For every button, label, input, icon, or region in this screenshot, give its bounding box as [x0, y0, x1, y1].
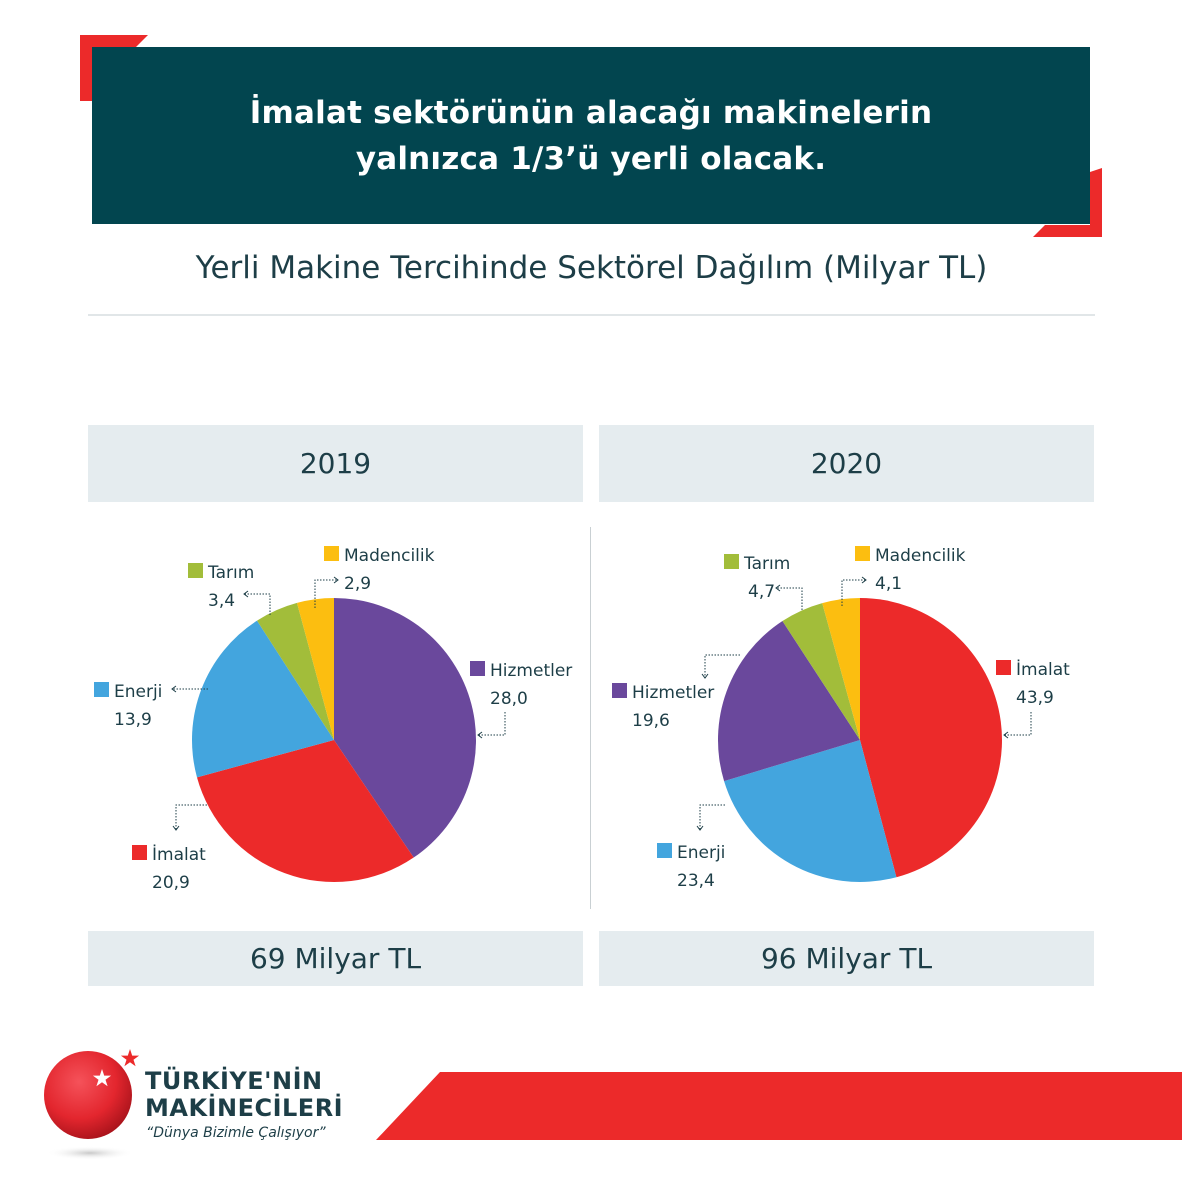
legend-swatch-hizmetler [470, 661, 485, 676]
slice-label-tarım: Tarım [207, 563, 254, 583]
panel-divider [590, 527, 591, 909]
leader-arrow [701, 673, 709, 679]
pie-slice-i̇malat [860, 598, 1002, 878]
slice-value-madencilik: 4,1 [875, 574, 902, 594]
slice-label-tarım: Tarım [743, 554, 790, 574]
slice-label-madencilik: Madencilik [344, 546, 435, 566]
legend-swatch-madencilik [324, 546, 339, 561]
slice-label-madencilik: Madencilik [875, 546, 966, 566]
total-2019: 69 Milyar TL [88, 931, 583, 986]
slice-value-hizmetler: 28,0 [490, 689, 528, 709]
chart-subtitle: Yerli Makine Tercihinde Sektörel Dağılım… [195, 250, 988, 286]
leader-line [175, 804, 207, 830]
pie-slice-madencilik [822, 598, 860, 740]
slice-value-i̇malat: 43,9 [1016, 688, 1054, 708]
pie-chart-2020: İmalat 43,9 Enerji 23,4 Hizmetler 19,6 Tarım 4,… [612, 546, 1070, 891]
legend-swatch-enerji [657, 843, 672, 858]
pie-slice-enerji [191, 620, 334, 778]
footer-red-bar [376, 1072, 1182, 1140]
slice-value-enerji: 23,4 [677, 871, 715, 891]
leader-arrow [861, 576, 867, 584]
pie-slice-madencilik [296, 598, 334, 740]
legend-swatch-madencilik [855, 546, 870, 561]
legend-swatch-tarım [188, 563, 203, 578]
legend-swatch-hizmetler [612, 683, 627, 698]
header-line-2: yalnızca 1/3’ü yerli olacak. [355, 140, 827, 177]
brand-name: TÜRKİYE'NİN MAKİNECİLERİ [145, 1068, 343, 1122]
total-2020: 96 Milyar TL [599, 931, 1094, 986]
leader-line [314, 579, 338, 608]
pie-slice-enerji [724, 740, 897, 882]
pie-slice-i̇malat [196, 740, 414, 882]
leader-arrow [696, 825, 704, 831]
slice-value-enerji: 13,9 [114, 710, 152, 730]
pie-slice-tarım [257, 602, 334, 740]
brand-slogan: “Dünya Bizimle Çalışıyor” [146, 1125, 326, 1141]
header-line-1: İmalat sektörünün alacağı makinelerin [249, 94, 933, 131]
pie-chart-2019: Hizmetler 28,0 İmalat 20,9 Enerji 13,9 Tarım 3,… [94, 546, 572, 893]
leader-arrow [775, 584, 781, 592]
leader-arrow [1003, 731, 1009, 739]
pie-slice-tarım [782, 603, 860, 740]
slice-value-i̇malat: 20,9 [152, 873, 190, 893]
leader-arrow [243, 590, 249, 598]
slice-label-i̇malat: İmalat [1016, 659, 1070, 680]
leader-arrow [172, 825, 180, 831]
subtitle-divider [88, 314, 1095, 316]
slice-value-hizmetler: 19,6 [632, 711, 670, 731]
legend-swatch-tarım [724, 554, 739, 569]
pie-slice-hizmetler [717, 621, 860, 782]
leader-line [478, 712, 506, 736]
legend-swatch-enerji [94, 682, 109, 697]
legend-swatch-i̇malat [996, 660, 1011, 675]
slice-value-madencilik: 2,9 [344, 574, 371, 594]
header-banner: İmalat sektörünün alacağı makinelerin ya… [92, 47, 1090, 224]
slice-label-hizmetler: Hizmetler [632, 683, 714, 703]
slice-label-enerji: Enerji [677, 843, 725, 863]
brand-line-1: TÜRKİYE'NİN [145, 1067, 323, 1095]
leader-line [244, 593, 271, 615]
leader-line [776, 587, 803, 610]
leader-line [841, 579, 866, 606]
slice-label-enerji: Enerji [114, 682, 162, 702]
legend-swatch-i̇malat [132, 845, 147, 860]
leader-line [699, 804, 725, 830]
leader-arrow [171, 685, 177, 693]
year-header-2020: 2020 [599, 425, 1094, 502]
corner-accent-bottom-right [1033, 168, 1102, 237]
brand-logo-icon [44, 1049, 140, 1160]
brand-line-2: MAKİNECİLERİ [145, 1094, 344, 1122]
leader-line [1004, 712, 1032, 736]
leader-arrow [477, 731, 483, 739]
leader-arrow [333, 576, 339, 584]
slice-label-hizmetler: Hizmetler [490, 661, 572, 681]
slice-label-i̇malat: İmalat [152, 844, 206, 865]
slice-value-tarım: 3,4 [208, 591, 235, 611]
corner-accent-top-left [80, 35, 148, 101]
year-header-2019: 2019 [88, 425, 583, 502]
slice-value-tarım: 4,7 [748, 582, 775, 602]
pie-slice-hizmetler [334, 598, 476, 858]
